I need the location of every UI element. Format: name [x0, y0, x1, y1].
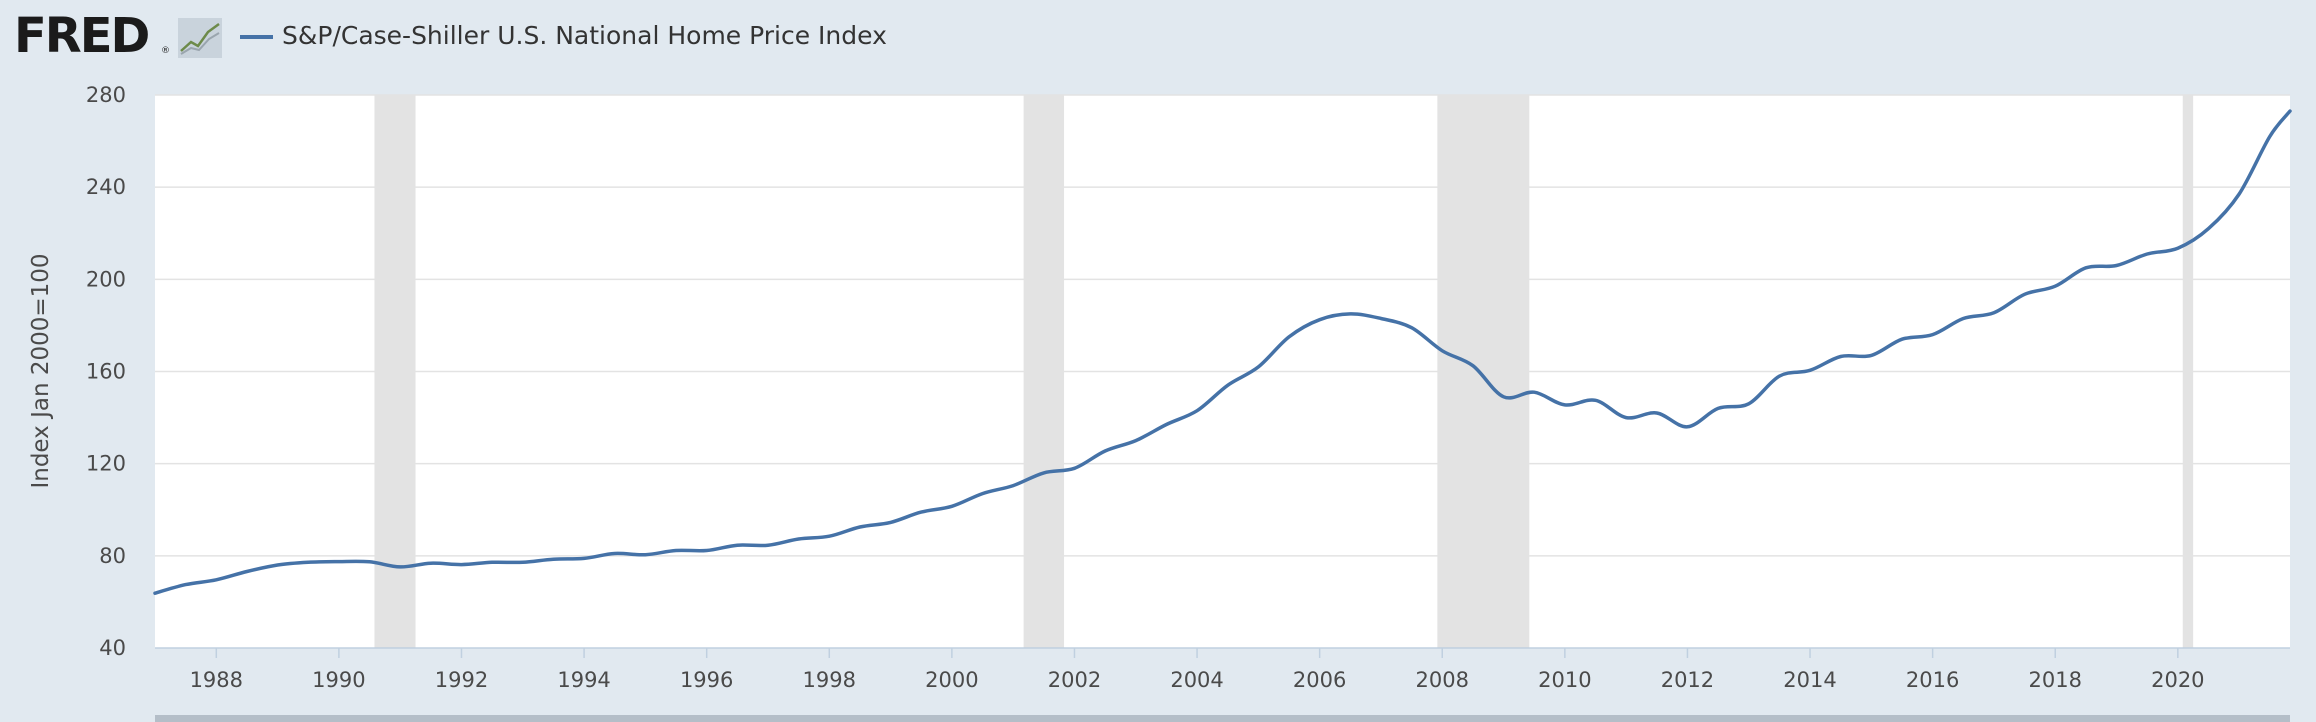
y-tick-label-280: 280: [86, 83, 126, 107]
fred-registered-mark: ®: [161, 46, 170, 56]
x-tick-label-1998: 1998: [803, 668, 856, 692]
x-tick-label-1992: 1992: [435, 668, 488, 692]
x-tick-label-2020: 2020: [2151, 668, 2204, 692]
x-tick-label-2010: 2010: [1538, 668, 1591, 692]
y-axis-ticks: 40 80 120 160 200 240 280: [86, 83, 126, 660]
x-tick-label-1996: 1996: [680, 668, 733, 692]
x-tick-label-2012: 2012: [1661, 668, 1714, 692]
x-tick-label-1990: 1990: [312, 668, 365, 692]
y-tick-label-80: 80: [99, 544, 126, 568]
fred-logo[interactable]: FRED: [14, 8, 150, 64]
x-tick-label-2016: 2016: [1906, 668, 1959, 692]
y-tick-label-40: 40: [99, 636, 126, 660]
navigator-scrollbar[interactable]: [155, 715, 2290, 722]
x-tick-label-2000: 2000: [925, 668, 978, 692]
x-tick-label-2002: 2002: [1048, 668, 1101, 692]
legend-series-label[interactable]: S&P/Case-Shiller U.S. National Home Pric…: [282, 21, 887, 50]
chart-header: FRED ® S&P/Case-Shiller U.S. National Ho…: [0, 0, 2316, 76]
y-axis-title: Index Jan 2000=100: [28, 253, 54, 488]
y-tick-label-120: 120: [86, 452, 126, 476]
x-tick-label-1994: 1994: [557, 668, 610, 692]
x-axis-ticks: 1988 1990 1992 1994 1996 1998 2000 2002 2004 2006…: [190, 648, 2205, 692]
gridlines: [155, 94, 2290, 557]
y-tick-label-160: 160: [86, 360, 126, 384]
x-tick-label-2008: 2008: [1416, 668, 1469, 692]
series-layer: [153, 109, 2292, 595]
x-tick-label-1988: 1988: [190, 668, 243, 692]
x-tick-label-2014: 2014: [1783, 668, 1836, 692]
y-tick-label-240: 240: [86, 175, 126, 199]
series-line-0[interactable]: [153, 109, 2292, 595]
legend-swatch: [240, 35, 273, 39]
x-tick-label-2018: 2018: [2029, 668, 2082, 692]
y-tick-label-200: 200: [86, 267, 126, 291]
x-tick-label-2004: 2004: [1170, 668, 1223, 692]
fred-graph-icon: [178, 18, 222, 58]
x-tick-label-2006: 2006: [1293, 668, 1346, 692]
